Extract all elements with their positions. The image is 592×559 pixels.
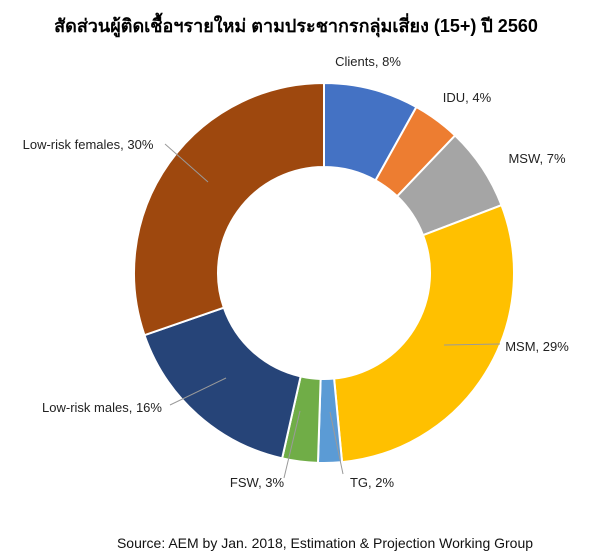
slice-msm xyxy=(332,203,515,464)
data-label-idu: IDU, 4% xyxy=(443,90,492,105)
leader-line-msm xyxy=(443,343,501,346)
leader-line-low-risk-females xyxy=(164,143,209,183)
leader-lines xyxy=(164,143,501,479)
data-label-tg: TG, 2% xyxy=(350,475,395,490)
data-label-low-risk-females: Low-risk females, 30% xyxy=(23,137,154,152)
data-label-msm: MSM, 29% xyxy=(505,339,569,354)
donut-slices xyxy=(133,81,515,464)
leader-line-fsw xyxy=(283,410,301,479)
leader-line-tg xyxy=(329,411,344,475)
chart-title: สัดส่วนผู้ติดเชื้อฯรายใหม่ ตามประชากรกลุ… xyxy=(54,12,538,38)
leader-line-low-risk-males xyxy=(169,377,227,406)
source-note: Source: AEM by Jan. 2018, Estimation & P… xyxy=(117,535,533,551)
data-labels: Clients, 8% IDU, 4% MSW, 7% MSM, 29% TG, 2% F… xyxy=(23,54,570,490)
data-label-clients: Clients, 8% xyxy=(335,54,401,69)
data-label-fsw: FSW, 3% xyxy=(230,475,285,490)
slice-low-risk-females xyxy=(133,81,325,337)
slice-low-risk-males xyxy=(143,306,302,460)
data-label-low-risk-males: Low-risk males, 16% xyxy=(42,400,162,415)
data-label-msw: MSW, 7% xyxy=(508,151,566,166)
